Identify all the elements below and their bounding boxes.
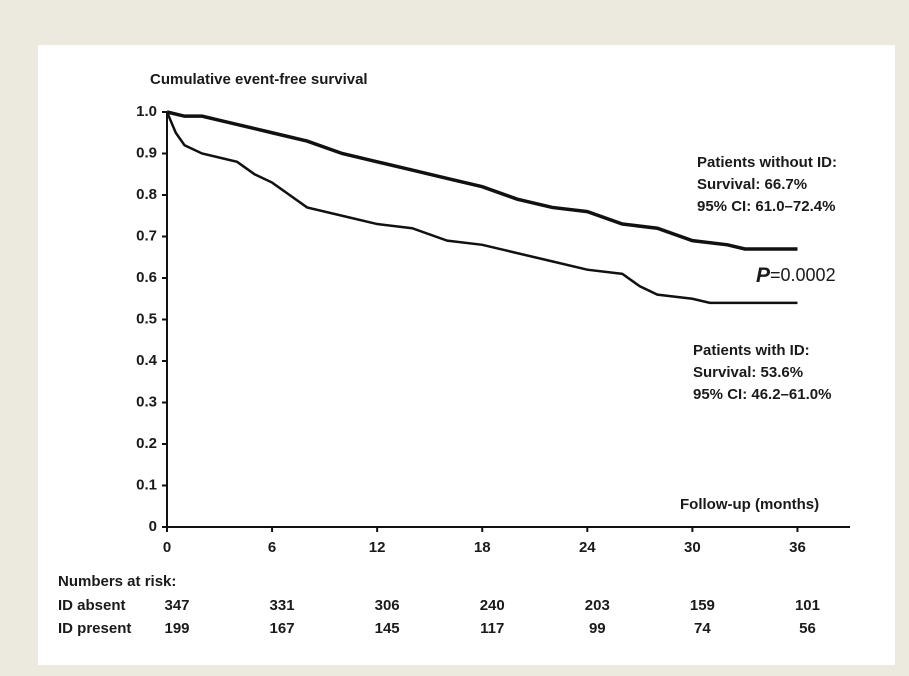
risk-value: 145: [375, 620, 400, 637]
annotation: Survival: 53.6%: [693, 364, 803, 381]
y-tick-label: 0.1: [136, 476, 157, 493]
x-tick-label: 0: [163, 539, 171, 556]
annotation: Patients without ID:: [697, 154, 837, 171]
risk-value: 101: [795, 597, 820, 614]
y-tick-label: 0.3: [136, 393, 157, 410]
x-tick-label: 30: [684, 539, 701, 556]
risk-value: 159: [690, 597, 715, 614]
y-tick-label: 0.6: [136, 269, 157, 286]
x-axis-label: Follow-up (months): [680, 496, 819, 513]
panel: [38, 45, 895, 665]
y-tick-label: 0.8: [136, 186, 157, 203]
y-tick-label: 0.2: [136, 435, 157, 452]
risk-value: 74: [694, 620, 711, 637]
chart-title: Cumulative event-free survival: [150, 71, 368, 88]
risk-row-label: ID present: [58, 620, 131, 637]
risk-value: 331: [270, 597, 295, 614]
y-tick-label: 0.7: [136, 227, 157, 244]
annotation: 95% CI: 61.0–72.4%: [697, 198, 835, 215]
risk-value: 240: [480, 597, 505, 614]
x-tick-label: 18: [474, 539, 491, 556]
risk-value: 199: [164, 620, 189, 637]
p-symbol: P: [756, 264, 771, 287]
annotation: Survival: 66.7%: [697, 176, 807, 193]
p-text: =0.0002: [770, 265, 836, 285]
y-tick-label: 0: [149, 518, 157, 535]
y-tick-label: 1.0: [136, 103, 157, 120]
risk-value: 167: [270, 620, 295, 637]
x-tick-label: 6: [268, 539, 276, 556]
risk-value: 203: [585, 597, 610, 614]
p-value: P=0.0002: [756, 264, 836, 287]
risk-value: 99: [589, 620, 606, 637]
y-tick-label: 0.4: [136, 352, 158, 369]
y-tick-label: 0.5: [136, 310, 157, 327]
risk-title: Numbers at risk:: [58, 573, 176, 590]
risk-value: 117: [480, 620, 504, 637]
x-tick-label: 36: [789, 539, 806, 556]
x-tick-label: 24: [579, 539, 596, 556]
survival-curve: [165, 111, 798, 305]
risk-value: 56: [799, 620, 816, 637]
annotation: 95% CI: 46.2–61.0%: [693, 386, 831, 403]
risk-value: 347: [164, 597, 189, 614]
survival-curve: [166, 110, 798, 251]
annotation: Patients with ID:: [693, 342, 810, 359]
y-tick-label: 0.9: [136, 144, 157, 161]
x-tick-label: 12: [369, 539, 386, 556]
risk-value: 306: [375, 597, 400, 614]
risk-row-label: ID absent: [58, 597, 126, 614]
